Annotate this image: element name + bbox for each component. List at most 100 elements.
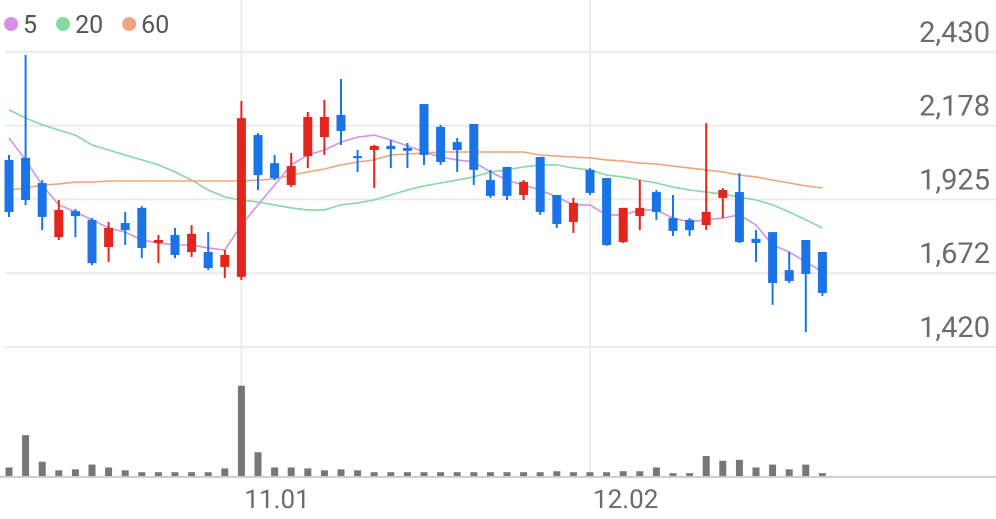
candle-body xyxy=(701,211,711,226)
y-tick-label: 2,430 xyxy=(919,16,990,50)
volume-bar xyxy=(553,471,561,476)
candle-body xyxy=(4,159,14,212)
volume-bar xyxy=(71,469,79,476)
candle-body xyxy=(751,238,761,243)
candle-body xyxy=(120,223,130,231)
candle-body xyxy=(568,202,578,222)
volume-bar xyxy=(171,472,179,476)
volume-bar xyxy=(221,468,229,476)
volume-bar xyxy=(237,385,245,476)
volume-bar xyxy=(354,470,362,476)
volume-bar xyxy=(586,472,594,476)
volume-bar xyxy=(636,471,644,476)
volume-bar xyxy=(453,472,461,476)
volume-bar xyxy=(503,472,511,476)
candle-body xyxy=(668,218,678,231)
candle-body xyxy=(519,181,529,195)
candle-body xyxy=(87,219,97,264)
y-tick-label: 1,672 xyxy=(919,237,990,271)
candle-body xyxy=(236,118,246,277)
volume-bar xyxy=(652,467,660,476)
candle-body xyxy=(768,232,778,283)
volume-bar xyxy=(702,456,710,476)
volume-bar xyxy=(55,470,63,476)
volume-bar xyxy=(769,464,777,476)
volume-bar xyxy=(735,459,743,476)
legend-label: 5 xyxy=(23,11,37,40)
volume-bar xyxy=(420,472,428,476)
x-tick-label: 12.02 xyxy=(593,485,658,515)
candle-body xyxy=(286,166,296,186)
candle-body xyxy=(353,156,363,159)
candle-body xyxy=(585,169,595,193)
candle-body xyxy=(170,235,180,255)
candle-body xyxy=(187,233,197,252)
volume-bar xyxy=(320,470,328,476)
y-tick-label: 2,178 xyxy=(919,90,990,124)
legend-label: 20 xyxy=(75,11,103,40)
candle-body xyxy=(319,116,329,138)
candle-body xyxy=(452,142,462,150)
volume-bar xyxy=(271,467,279,476)
candle-body xyxy=(602,178,612,245)
candle-body xyxy=(303,116,313,157)
volume-bar xyxy=(22,435,30,476)
legend-marker xyxy=(4,17,18,31)
volume-bar xyxy=(536,472,544,476)
candle-body xyxy=(220,254,230,267)
candle-body xyxy=(651,192,661,212)
volume-bar xyxy=(719,460,727,476)
candle-body xyxy=(817,252,827,293)
y-tick-label: 1,420 xyxy=(919,311,990,345)
ma-line xyxy=(8,134,823,273)
candle-body xyxy=(369,145,379,150)
candle-body xyxy=(784,270,794,281)
candle-body xyxy=(685,219,695,231)
volume-bar xyxy=(204,472,212,476)
volume-bar xyxy=(88,464,96,476)
ma-line xyxy=(8,151,823,191)
volume-bar xyxy=(470,472,478,476)
x-tick-label: 11.01 xyxy=(244,485,309,515)
candle-body xyxy=(104,228,114,248)
candle-body xyxy=(37,183,47,217)
volume-bar xyxy=(154,472,162,476)
volume-bar xyxy=(121,470,129,476)
candle-body xyxy=(153,240,163,243)
candle-body xyxy=(469,123,479,170)
candle-body xyxy=(137,207,147,248)
candle-body xyxy=(336,114,346,131)
candle-body xyxy=(635,207,645,217)
candle-body xyxy=(502,166,512,196)
volume-bar xyxy=(105,467,113,476)
volume-bar xyxy=(752,467,760,476)
volume-bar xyxy=(486,472,494,476)
candle-body xyxy=(618,207,628,243)
volume-bar xyxy=(5,467,13,476)
candle-body xyxy=(718,190,728,198)
candle-body xyxy=(203,252,213,269)
volume-bar xyxy=(669,473,677,476)
volume-bar xyxy=(520,472,528,476)
volume-bar xyxy=(686,473,694,476)
candle-body xyxy=(485,180,495,196)
candle-body xyxy=(402,147,412,151)
ma-line xyxy=(8,109,823,229)
volume-bar xyxy=(603,472,611,476)
volume-bar xyxy=(38,461,46,476)
volume-bar xyxy=(437,472,445,476)
volume-bar xyxy=(254,452,262,476)
volume-bar xyxy=(287,467,295,476)
candle-body xyxy=(54,209,64,238)
candle-body xyxy=(436,126,446,162)
candle-body xyxy=(801,240,811,274)
volume-bar xyxy=(370,472,378,476)
candle-body xyxy=(552,195,562,224)
candle-body xyxy=(70,211,80,217)
volume-bar xyxy=(818,473,826,476)
volume-bar xyxy=(785,469,793,476)
candle-body xyxy=(419,104,429,155)
volume-bar xyxy=(619,471,627,476)
legend-label: 60 xyxy=(141,11,169,40)
